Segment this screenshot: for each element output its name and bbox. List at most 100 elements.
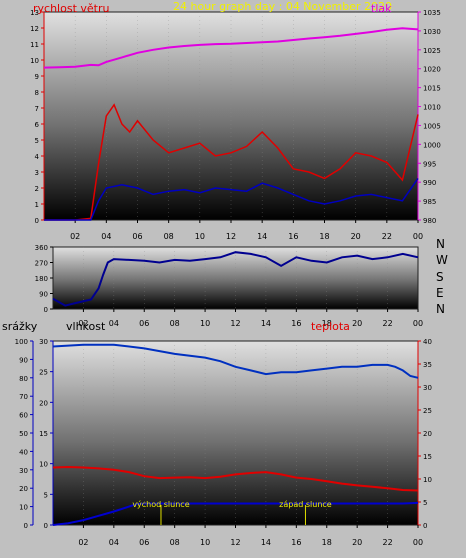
rainfall-y-tick-label: 20 — [19, 485, 28, 493]
compass-label-w: W — [436, 253, 448, 267]
compass-label-n-bottom: N — [436, 302, 445, 316]
rainfall-y-tick-label: 0 — [24, 522, 28, 530]
pressure-series-line — [43, 27, 419, 69]
wind-direction-x-tick-label: 10 — [200, 319, 210, 328]
pressure-y-tick-label: 1010 — [423, 104, 441, 112]
temperature-axis-label: teplota — [311, 320, 350, 333]
wind-speed-series-line — [44, 177, 419, 221]
pressure-y-tick-label: 995 — [423, 160, 436, 168]
temperature-y-tick-label: 30 — [423, 384, 432, 392]
pressure-y-tick-label: 1015 — [423, 85, 441, 93]
rainfall-y-tick-label: 100 — [15, 338, 28, 346]
wind-speed-y-tick-label: 9 — [35, 73, 39, 81]
wind-direction-x-tick-label: 08 — [170, 319, 180, 328]
humidity-axis-label: vlhkost — [66, 320, 106, 333]
wind-direction-x-tick-label: 00 — [413, 319, 423, 328]
chart-title: 24 hour graph day : 04 November 2020 — [173, 0, 393, 13]
pressure-y-tick-label: 985 — [423, 198, 436, 206]
wind-speed-y-tick-label: 0 — [35, 217, 39, 225]
rainfall-y-tick-label: 70 — [19, 393, 28, 401]
rainfall-series-line — [52, 501, 419, 526]
wind-direction-y-tick-label: 0 — [44, 306, 48, 314]
wind-speed-y-tick-label: 12 — [30, 25, 39, 33]
pressure-y-tick-label: 1025 — [423, 47, 441, 55]
wind-pressure-x-tick-label: 04 — [101, 232, 111, 241]
wind-direction-y-tick-label: 180 — [35, 275, 48, 283]
wind-direction-y-tick-label: 90 — [39, 291, 48, 299]
wind-speed-y-tick-label: 1 — [35, 201, 39, 209]
humidity-series-line — [52, 343, 419, 379]
wind-direction-x-tick-label: 22 — [382, 319, 392, 328]
wind-speed-y-tick-label: 5 — [35, 137, 39, 145]
pressure-y-tick-label: 990 — [423, 179, 436, 187]
wind-pressure-x-tick-label: 02 — [70, 232, 80, 241]
pressure-y-tick-label: 1000 — [423, 141, 441, 149]
wind-speed-axis-label: rychlost větru — [33, 2, 110, 15]
wind-direction-x-tick-label: 16 — [291, 319, 301, 328]
wind-pressure-x-tick-label: 10 — [195, 232, 205, 241]
humidity-temp-x-tick-label: 12 — [230, 538, 240, 547]
wind-direction-x-tick-label: 18 — [322, 319, 332, 328]
wind-direction-x-tick-label: 04 — [109, 319, 119, 328]
wind-pressure-x-tick-label: 08 — [164, 232, 174, 241]
temperature-series-line — [52, 465, 419, 492]
pressure-y-tick-label: 980 — [423, 217, 436, 225]
rainfall-y-tick-label: 80 — [19, 375, 28, 383]
humidity-y-tick-label: 30 — [39, 338, 48, 346]
wind-direction-x-tick-label: 14 — [261, 319, 271, 328]
wind-speed-y-tick-label: 10 — [30, 57, 39, 65]
humidity-temp-x-tick-label: 10 — [200, 538, 210, 547]
wind-speed-y-tick-label: 13 — [30, 9, 39, 17]
humidity-y-tick-label: 0 — [44, 522, 48, 530]
wind-pressure-x-tick-label: 12 — [226, 232, 236, 241]
humidity-temp-x-tick-label: 04 — [109, 538, 119, 547]
pressure-y-tick-label: 1030 — [423, 28, 441, 36]
rainfall-y-tick-label: 50 — [19, 430, 28, 438]
humidity-temp-x-tick-label: 20 — [352, 538, 362, 547]
wind-direction-x-tick-label: 20 — [352, 319, 362, 328]
rainfall-y-tick-label: 30 — [19, 467, 28, 475]
humidity-y-tick-label: 25 — [39, 369, 48, 377]
sunrise-annotation: východ slunce — [132, 500, 189, 509]
wind-pressure-x-tick-label: 20 — [351, 232, 361, 241]
humidity-temp-x-tick-label: 06 — [139, 538, 149, 547]
temperature-y-tick-label: 5 — [423, 499, 427, 507]
wind-pressure-x-tick-label: 14 — [257, 232, 267, 241]
humidity-temp-x-tick-label: 22 — [382, 538, 392, 547]
wind-pressure-x-tick-label: 18 — [319, 232, 329, 241]
rainfall-y-tick-label: 60 — [19, 412, 28, 420]
wind-direction-series-line — [52, 251, 419, 307]
wind-speed-y-tick-label: 7 — [35, 105, 39, 113]
rainfall-y-tick-label: 90 — [19, 356, 28, 364]
sunset-annotation: západ slunce — [279, 500, 332, 509]
wind-pressure-x-tick-label: 00 — [413, 232, 423, 241]
temperature-y-tick-label: 25 — [423, 407, 432, 415]
wind-speed-y-tick-label: 3 — [35, 169, 39, 177]
wind-direction-x-tick-label: 12 — [230, 319, 240, 328]
compass-label-e: E — [436, 286, 444, 300]
humidity-temp-x-tick-label: 02 — [78, 538, 88, 547]
humidity-temp-x-tick-label: 14 — [261, 538, 271, 547]
temperature-y-tick-label: 40 — [423, 338, 432, 346]
compass-label-s: S — [436, 270, 444, 284]
humidity-y-tick-label: 5 — [44, 491, 48, 499]
wind-speed-y-tick-label: 4 — [35, 153, 40, 161]
temperature-y-tick-label: 0 — [423, 522, 427, 530]
wind-direction-plot-area — [52, 246, 419, 310]
wind-pressure-x-tick-label: 22 — [382, 232, 392, 241]
wind-speed-y-tick-label: 2 — [35, 185, 39, 193]
compass-label-n-top: N — [436, 237, 445, 251]
humidity-y-tick-label: 15 — [39, 430, 48, 438]
temperature-y-tick-label: 20 — [423, 430, 432, 438]
humidity-y-tick-label: 20 — [39, 399, 48, 407]
pressure-axis-label: tlak — [371, 2, 392, 15]
wind-speed-y-tick-label: 8 — [35, 89, 39, 97]
temperature-y-tick-label: 35 — [423, 361, 432, 369]
wind-pressure-x-tick-label: 16 — [288, 232, 298, 241]
humidity-temp-x-tick-label: 00 — [413, 538, 423, 547]
humidity-temp-x-tick-label: 08 — [170, 538, 180, 547]
rainfall-y-tick-label: 10 — [19, 504, 28, 512]
rainfall-axis-label: srážky — [2, 320, 38, 333]
